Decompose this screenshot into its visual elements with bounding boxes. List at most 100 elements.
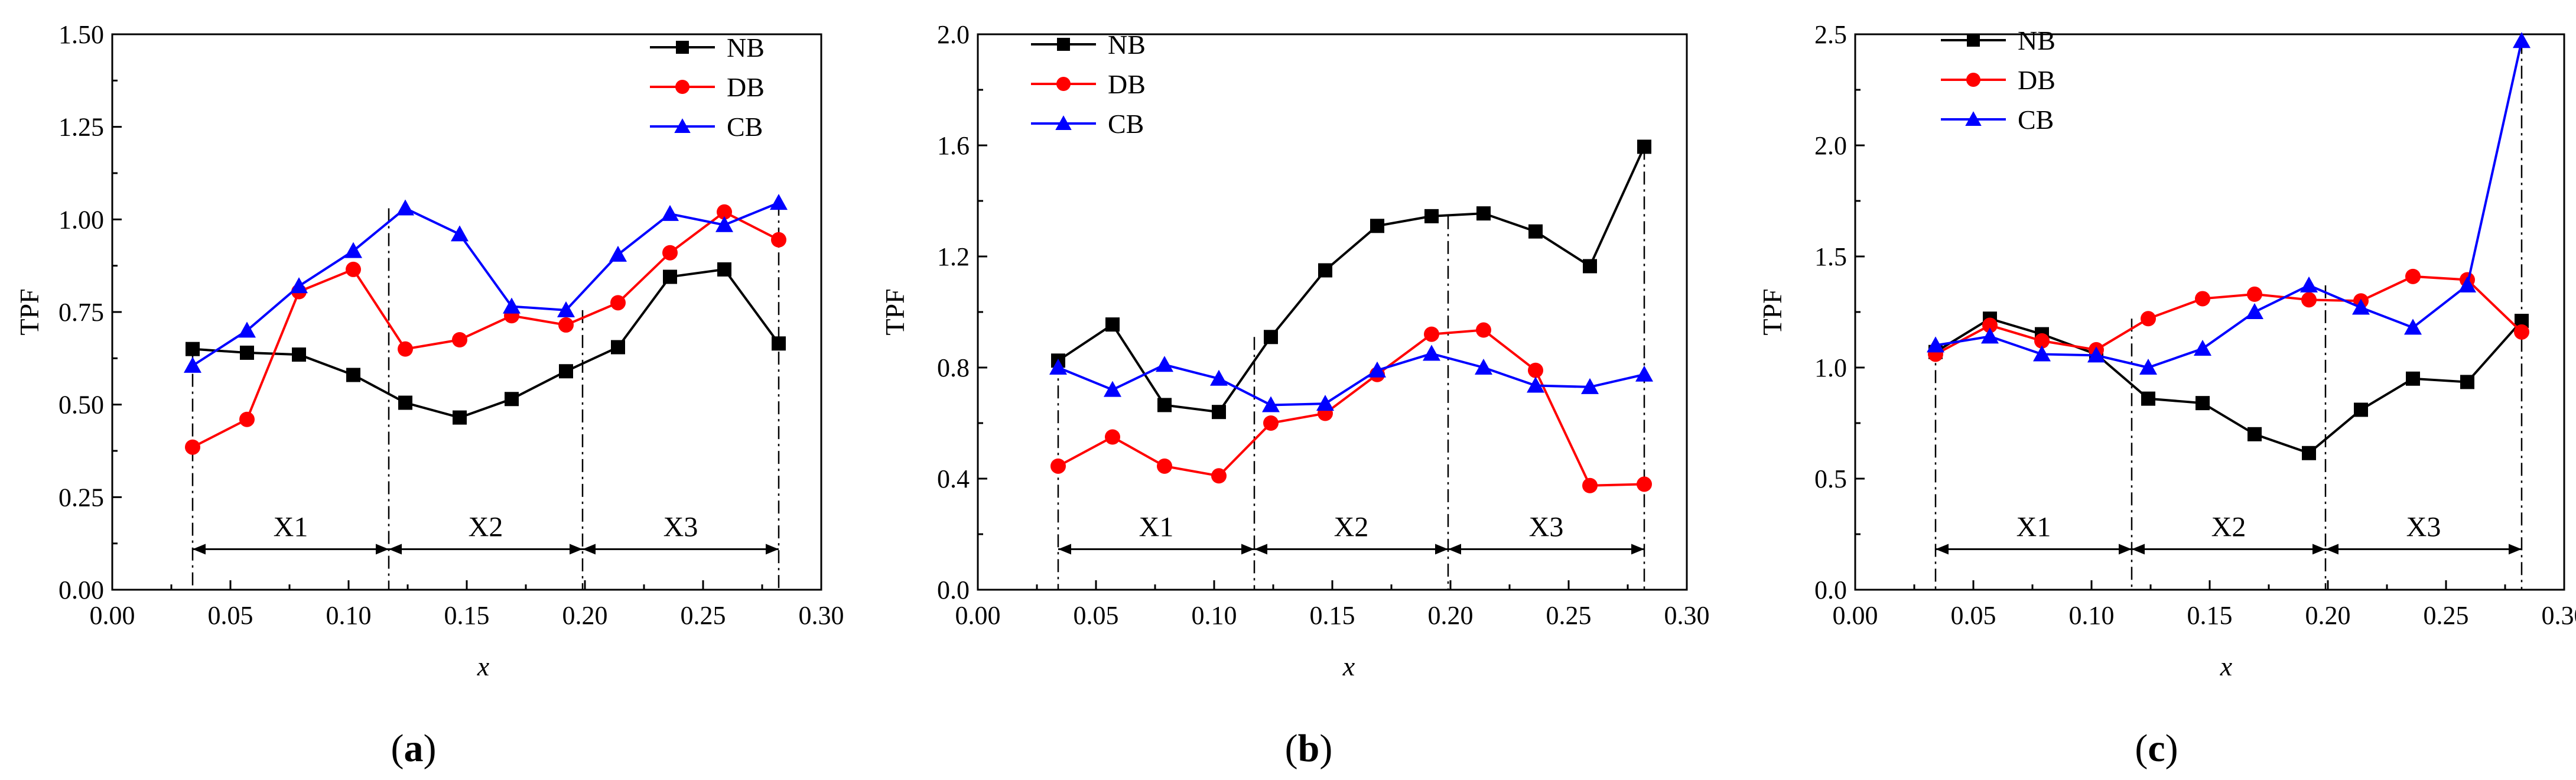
data-point <box>1262 396 1280 412</box>
data-point <box>186 342 200 356</box>
data-point <box>1528 362 1543 378</box>
legend-item-NB: NB <box>650 32 765 63</box>
legend-item-NB: NB <box>1941 25 2055 56</box>
x-tick-label: 0.10 <box>2069 601 2115 630</box>
data-point <box>1637 139 1651 154</box>
data-point <box>1210 369 1228 386</box>
x-tick-label: 0.05 <box>208 601 253 630</box>
x-tick-label: 0.10 <box>326 601 372 630</box>
series-line <box>1935 275 2523 356</box>
series-line <box>1935 40 2523 369</box>
y-tick-label: 0.8 <box>937 353 970 382</box>
data-point <box>2513 32 2531 48</box>
y-tick-label: 1.5 <box>1814 242 1847 271</box>
y-axis-title: TPF <box>1757 288 1787 335</box>
data-point <box>1528 224 1543 239</box>
region-label: X1 <box>2016 511 2051 542</box>
legend-label: NB <box>1108 30 1146 60</box>
data-point <box>717 204 732 220</box>
arrow-head-left <box>1058 544 1071 555</box>
legend-item-CB: CB <box>1941 105 2054 135</box>
x-tick-label: 0.25 <box>1546 601 1592 630</box>
data-point <box>559 364 573 379</box>
data-point <box>2139 359 2157 375</box>
data-point <box>661 204 679 221</box>
y-axis-title: TPF <box>880 288 910 335</box>
panel-label: (c) <box>2135 727 2178 770</box>
arrow-head-left <box>193 544 206 555</box>
data-point <box>2458 276 2476 292</box>
data-point <box>2302 446 2316 460</box>
legend-label: CB <box>1108 109 1144 139</box>
data-point <box>1475 359 1492 375</box>
y-tick-label: 0.75 <box>58 298 104 327</box>
legend-label: NB <box>2018 25 2055 56</box>
x-axis-title: x <box>477 651 490 681</box>
y-tick-label: 2.0 <box>937 20 970 49</box>
data-point <box>2087 346 2105 363</box>
data-point <box>717 262 731 277</box>
x-tick-label: 0.30 <box>799 601 844 630</box>
x-tick-label: 0.25 <box>681 601 726 630</box>
legend-marker <box>674 118 691 133</box>
legend: NB DB CB <box>1031 30 1146 139</box>
y-tick-label: 2.5 <box>1814 20 1847 49</box>
x-tick-label: 0.30 <box>1664 601 1710 630</box>
legend-marker <box>1966 73 1980 87</box>
x-tick-label: 0.20 <box>1428 601 1474 630</box>
data-point <box>2195 291 2210 307</box>
data-point <box>2196 396 2210 411</box>
data-point <box>1211 468 1227 484</box>
data-point <box>346 261 361 277</box>
data-point <box>1637 476 1652 492</box>
x-tick-label: 0.20 <box>562 601 608 630</box>
data-point <box>292 347 306 362</box>
arrow-head-right <box>1631 544 1644 555</box>
data-point <box>2514 324 2529 340</box>
series-NB <box>186 262 786 425</box>
arrow-head-right <box>766 544 779 555</box>
data-point <box>1424 326 1439 342</box>
data-point <box>2247 286 2262 302</box>
data-point <box>2141 391 2155 406</box>
data-point <box>1423 344 1440 361</box>
data-point <box>1476 322 1491 338</box>
data-point <box>2404 318 2422 335</box>
data-point <box>344 242 362 258</box>
y-tick-label: 2.0 <box>1814 131 1847 160</box>
data-point <box>2034 333 2050 349</box>
data-point <box>1424 209 1439 223</box>
region-label: X3 <box>663 511 698 542</box>
arrow-head-right <box>2119 544 2132 555</box>
y-tick-label: 0.0 <box>937 576 970 604</box>
data-point <box>1157 458 1172 474</box>
data-point <box>185 439 200 455</box>
data-point <box>2248 427 2262 441</box>
data-point <box>1982 317 1998 333</box>
data-point <box>1104 381 1121 397</box>
data-point <box>610 295 626 311</box>
y-tick-label: 0.5 <box>1814 464 1847 493</box>
data-point <box>1368 361 1386 378</box>
data-point <box>557 301 575 317</box>
chart-panel-b: 0.00 0.05 0.10 0.15 0.20 0.25 0.30 0.0 0.4 0.8 1.2… <box>880 20 1710 770</box>
data-point <box>1157 398 1172 412</box>
legend-label: CB <box>727 112 763 142</box>
arrow-head-right <box>1435 544 1448 555</box>
data-point <box>2354 402 2368 417</box>
arrow-head-left <box>583 544 596 555</box>
data-point <box>772 336 786 351</box>
data-point <box>1316 395 1334 411</box>
y-tick-label: 1.00 <box>58 205 104 234</box>
data-point <box>2141 311 2156 327</box>
data-point <box>1263 415 1279 431</box>
data-point <box>2033 345 2051 362</box>
x-axis-title: x <box>1342 651 1355 681</box>
data-point <box>1212 405 1226 420</box>
data-point <box>1105 429 1120 445</box>
data-point <box>1318 263 1332 278</box>
panel-label: (b) <box>1285 727 1333 770</box>
data-point <box>239 411 255 427</box>
legend-label: NB <box>727 32 765 63</box>
